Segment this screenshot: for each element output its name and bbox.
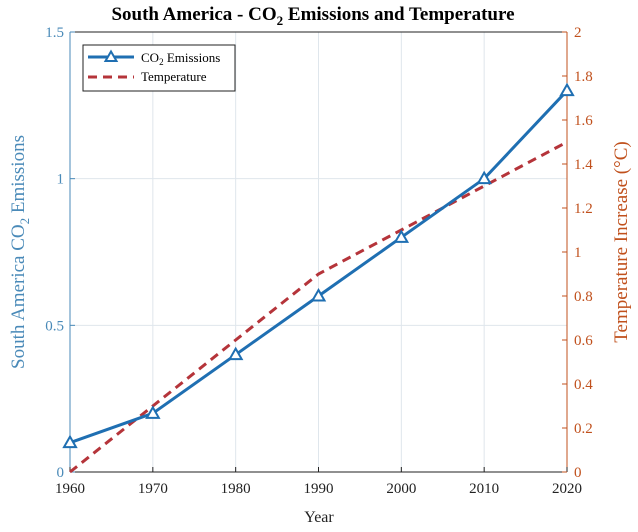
left-y-axis-label-main: South America CO: [8, 224, 29, 369]
co2-emissions-point: [393, 229, 410, 243]
right-y-tick-label: 0: [574, 465, 582, 481]
x-tick-label: 1970: [138, 481, 168, 497]
legend-co2-label-subscript: 2: [159, 57, 164, 67]
x-tick-label: 1960: [55, 481, 85, 497]
right-y-tick-label: 1.4: [574, 157, 593, 173]
chart-title: South America - CO2 Emissions and Temper…: [111, 4, 514, 28]
right-y-axis-label: Temperature Increase (°C): [611, 141, 632, 342]
right-y-tick-label: 1.2: [574, 201, 593, 217]
x-tick-label: 2000: [386, 481, 416, 497]
left-y-tick-label: 0: [57, 465, 65, 481]
co2-emissions-point: [227, 346, 244, 361]
co2-emissions-point: [559, 82, 575, 97]
left-y-tick-label: 1.5: [45, 25, 64, 41]
left-y-axis-label: South America CO2 Emissions: [8, 135, 32, 369]
right-y-tick-label: 0.2: [574, 421, 593, 437]
chart-title-subscript: 2: [277, 13, 284, 28]
legend-co2-label-main: CO: [141, 50, 159, 65]
co2-emissions-point: [145, 405, 161, 419]
legend-co2-label: CO2 Emissions: [141, 50, 220, 67]
data-series: [62, 82, 575, 474]
right-y-tick-label: 0.6: [574, 333, 593, 349]
right-y-axis-ticks: 0 0.2 0.4 0.6 0.8 1 1.2 1.4 1.6 1.8 2: [562, 25, 593, 481]
left-y-tick-label: 1: [57, 172, 65, 188]
legend-co2-triangle-marker: [103, 49, 119, 62]
chart-title-main: South America - CO: [111, 4, 276, 25]
co2-emissions-point: [310, 287, 327, 302]
x-tick-label: 2010: [469, 481, 499, 497]
right-y-tick-label: 1: [574, 245, 582, 261]
x-tick-label: 1980: [221, 481, 251, 497]
legend-temperature-label: Temperature: [141, 69, 207, 84]
right-y-tick-label: 2: [574, 25, 582, 41]
right-y-tick-label: 1.8: [574, 69, 593, 85]
left-y-axis-label-rest: Emissions: [8, 135, 29, 218]
x-axis-ticks: 1960 1970 1980 1990 2000 2010 2020: [55, 467, 582, 497]
right-y-tick-label: 1.6: [574, 113, 593, 129]
left-y-tick-label: 0.5: [45, 318, 64, 334]
legend-co2-label-rest: Emissions: [164, 50, 221, 65]
legend-box: [82, 44, 236, 92]
x-tick-label: 2020: [552, 481, 582, 497]
x-axis-label: Year: [304, 509, 334, 526]
legend: CO2 Emissions Temperature: [82, 44, 236, 92]
x-tick-label: 1990: [304, 481, 334, 497]
co2-emissions-point: [476, 170, 492, 185]
right-y-tick-label: 0.4: [574, 377, 593, 393]
grid-lines: [69, 31, 568, 473]
right-y-tick-label: 0.8: [574, 289, 593, 305]
left-y-axis-ticks: 0 0.5 1 1.5: [45, 25, 75, 481]
left-y-axis-label-subscript: 2: [17, 218, 32, 225]
co2-emissions-point: [62, 434, 78, 449]
chart-title-rest: Emissions and Temperature: [283, 4, 514, 25]
